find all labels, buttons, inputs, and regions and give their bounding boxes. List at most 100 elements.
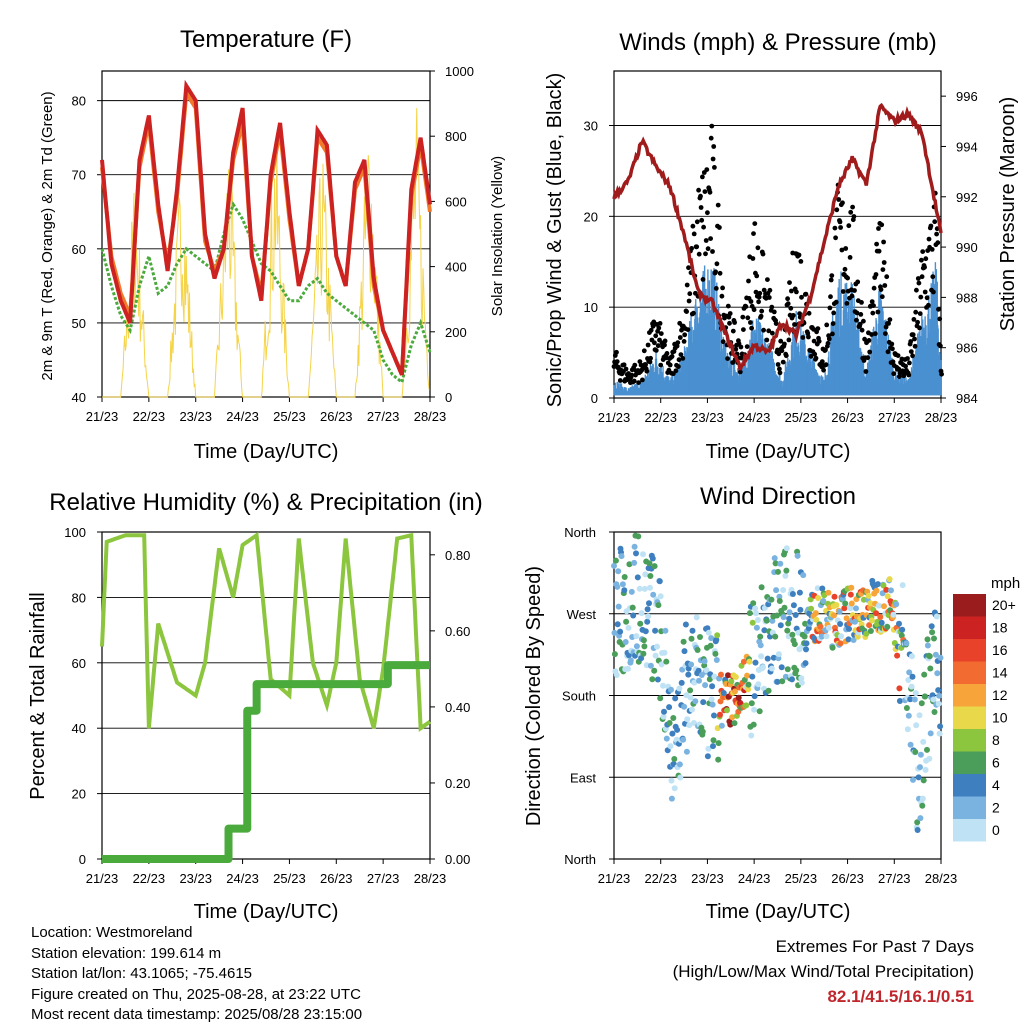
- wind-direction-point: [746, 610, 753, 617]
- wind-gust-point: [845, 275, 850, 281]
- wind-direction-point: [884, 623, 891, 630]
- wind-direction-point: [894, 652, 901, 659]
- wind-direction-point: [671, 785, 678, 792]
- wind-direction-point: [765, 687, 772, 694]
- wind-gust-point: [691, 310, 696, 316]
- wind-direction-point: [708, 696, 715, 703]
- wind-direction-point: [667, 743, 674, 750]
- wind-direction-point: [638, 610, 645, 617]
- wind-gust-point: [871, 303, 876, 308]
- wind-gust-point: [717, 270, 723, 276]
- wind-direction-point: [920, 777, 927, 784]
- rh-ytick-label: 60: [72, 656, 86, 671]
- wind-gust-point: [712, 165, 717, 170]
- wind-direction-point: [611, 562, 617, 569]
- legend-swatch: [953, 751, 986, 774]
- wind-direction-point: [880, 582, 887, 589]
- wind-direction-point: [707, 642, 714, 649]
- wind-gust-point: [686, 298, 692, 304]
- wind-xtick-label: 21/23: [598, 410, 631, 425]
- wind-gust-point: [773, 321, 779, 326]
- wind-direction-point: [677, 774, 684, 781]
- wind-gust-point: [915, 276, 921, 281]
- wind-direction-point: [916, 712, 923, 719]
- wind-direction-point: [753, 610, 759, 617]
- dir-xtick-label: 21/23: [598, 871, 631, 886]
- wind-direction-point: [774, 678, 781, 685]
- wind-gust-point: [813, 355, 819, 361]
- wind-gust-point: [883, 331, 888, 336]
- wind-direction-point: [647, 573, 654, 579]
- wind-gust-point: [846, 223, 852, 229]
- wind-gust-point: [733, 346, 739, 352]
- wind-direction-point: [831, 593, 838, 600]
- extremes-subtitle: (High/Low/Max Wind/Total Precipitation): [672, 962, 974, 981]
- wind-gust-point: [844, 301, 850, 306]
- wind-gust-point: [934, 231, 939, 237]
- legend-level-label: 2: [992, 800, 1000, 816]
- wind-gust-point: [923, 256, 929, 262]
- wind-direction-point: [662, 627, 669, 634]
- wind-direction-point: [791, 641, 798, 648]
- wind-gust-point: [669, 354, 675, 359]
- wind-gust-point: [758, 313, 764, 319]
- wind-gust-point: [690, 223, 696, 229]
- wind-direction-point: [915, 774, 922, 781]
- wind-gust-point: [632, 362, 638, 368]
- wind-gust-point: [867, 349, 873, 355]
- wind-direction-point: [666, 720, 673, 726]
- wind-gust-point: [761, 287, 767, 293]
- wind-gust-point: [828, 277, 834, 283]
- wind-gust-point: [794, 289, 799, 295]
- wind-direction-point: [867, 600, 874, 607]
- extremes-title: Extremes For Past 7 Days: [775, 937, 974, 956]
- wind-gust-point: [756, 299, 761, 305]
- wind-direction-point: [905, 677, 912, 683]
- wind-gust-point: [919, 257, 924, 263]
- wind-xtick-label: 23/23: [691, 410, 724, 425]
- wind-direction-point: [936, 730, 943, 737]
- wind-gust-point: [694, 244, 700, 250]
- wind-gust-point: [657, 321, 663, 326]
- wind-gust-point: [854, 317, 859, 323]
- wind-direction-point: [937, 723, 944, 730]
- temp-xtick-label: 28/23: [414, 409, 447, 424]
- wind-gust-point: [678, 352, 684, 357]
- wind-direction-point: [709, 683, 716, 690]
- wind-gust-point: [701, 224, 706, 230]
- wind-direction-point: [633, 643, 640, 650]
- wind-direction-point: [670, 715, 677, 721]
- wind-gust-point: [696, 187, 701, 193]
- rh-ytick-label: 20: [72, 787, 86, 802]
- wind-gust-point: [891, 371, 897, 377]
- dir-ytick-label: West: [567, 607, 597, 622]
- wind-gust-point: [806, 310, 812, 316]
- wind-direction-point: [802, 660, 809, 667]
- wind-direction-point: [687, 694, 694, 701]
- temp-y2tick-label: 400: [445, 260, 467, 275]
- temperature-ylabel-left: 2m & 9m T (Red, Orange) & 2m Td (Green): [39, 91, 56, 380]
- wind-gust-point: [662, 338, 668, 344]
- rh-xtick-label: 21/23: [86, 871, 119, 886]
- wind-gust-point: [691, 231, 697, 237]
- wind-gust-point: [677, 335, 683, 340]
- wind-direction-point: [748, 732, 755, 739]
- wind-direction-point: [801, 633, 808, 640]
- wind-direction-point: [688, 635, 695, 642]
- wind-gust-point: [935, 240, 941, 246]
- wind-direction-point: [657, 593, 664, 600]
- wind-direction-point: [842, 600, 849, 607]
- wind-gust-point: [936, 306, 941, 312]
- wind-direction-point: [636, 585, 643, 592]
- winds-pressure-panel: 0 10 20 30 984 986 988 990 992 994 996 21/23 22/23 23…: [584, 70, 978, 425]
- wind-gust-point: [832, 225, 838, 231]
- wind-gust-point: [879, 222, 885, 228]
- wind-gust-point: [710, 249, 715, 254]
- wind-direction-point: [621, 574, 628, 580]
- wind-gust-point: [816, 338, 822, 344]
- wind-gust-point: [764, 337, 770, 343]
- wind-direction-point: [768, 665, 775, 672]
- wind-direction-point: [740, 658, 747, 665]
- wind-direction-point: [878, 619, 885, 626]
- wind-gust-point: [719, 293, 725, 299]
